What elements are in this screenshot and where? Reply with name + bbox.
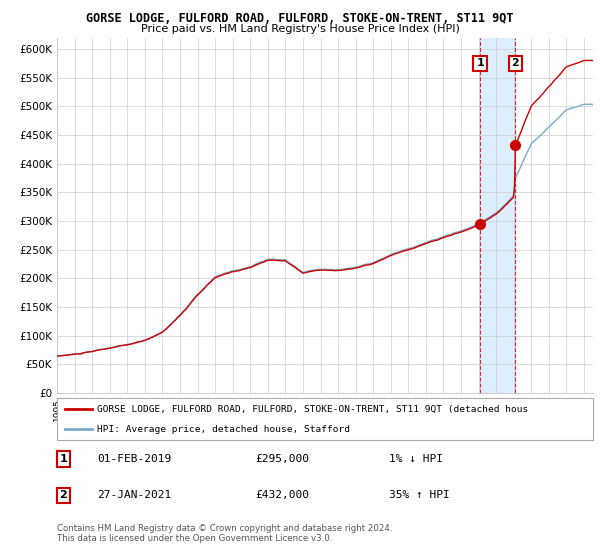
Bar — [480, 38, 515, 393]
Text: GORSE LODGE, FULFORD ROAD, FULFORD, STOKE-ON-TRENT, ST11 9QT (detached hous: GORSE LODGE, FULFORD ROAD, FULFORD, STOK… — [97, 405, 529, 414]
Text: 1: 1 — [59, 454, 67, 464]
Text: 01-FEB-2019: 01-FEB-2019 — [97, 454, 172, 464]
Text: £432,000: £432,000 — [255, 491, 309, 500]
Text: 2: 2 — [59, 491, 67, 500]
FancyBboxPatch shape — [57, 398, 593, 440]
Text: £295,000: £295,000 — [255, 454, 309, 464]
Text: 27-JAN-2021: 27-JAN-2021 — [97, 491, 172, 500]
Text: GORSE LODGE, FULFORD ROAD, FULFORD, STOKE-ON-TRENT, ST11 9QT: GORSE LODGE, FULFORD ROAD, FULFORD, STOK… — [86, 12, 514, 25]
Text: Price paid vs. HM Land Registry's House Price Index (HPI): Price paid vs. HM Land Registry's House … — [140, 24, 460, 34]
Text: 1: 1 — [476, 58, 484, 68]
Text: Contains HM Land Registry data © Crown copyright and database right 2024.
This d: Contains HM Land Registry data © Crown c… — [57, 524, 392, 543]
Text: 2: 2 — [511, 58, 519, 68]
Text: 1% ↓ HPI: 1% ↓ HPI — [389, 454, 443, 464]
Text: 35% ↑ HPI: 35% ↑ HPI — [389, 491, 450, 500]
Text: HPI: Average price, detached house, Stafford: HPI: Average price, detached house, Staf… — [97, 424, 350, 433]
